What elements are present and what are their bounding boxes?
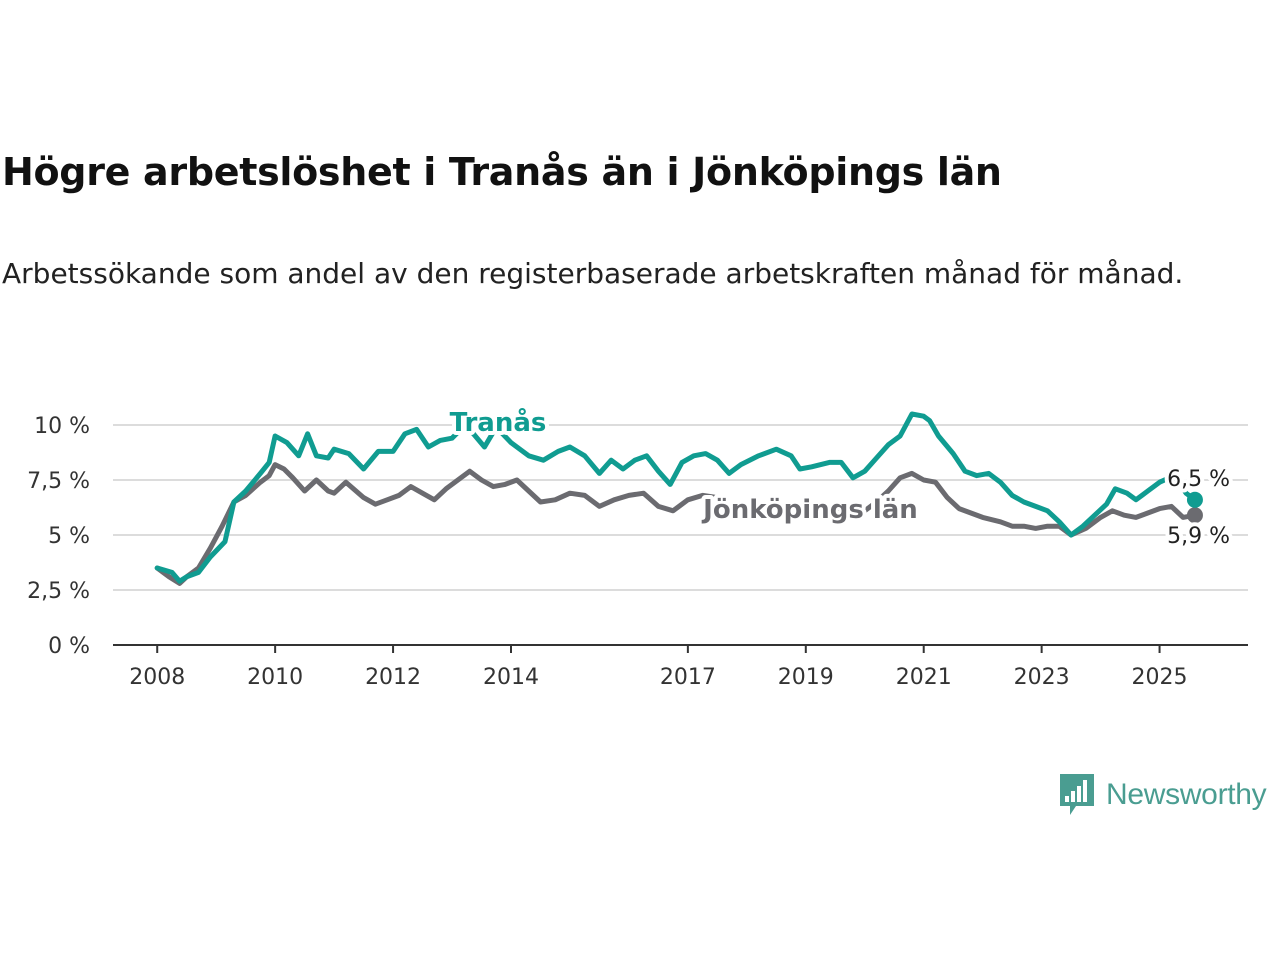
- end-value-jonkoping: 5,9 %: [1167, 524, 1230, 549]
- y-tick-label: 10 %: [34, 414, 90, 439]
- series-line-jonkoping: [154, 462, 1198, 586]
- x-tick-label: 2017: [660, 665, 716, 690]
- end-point-jonkoping: [1186, 507, 1203, 524]
- newsworthy-brand: Newsworthy: [1058, 772, 1267, 818]
- grid-lines: [113, 424, 1248, 591]
- series-line-tranas: [154, 411, 1198, 584]
- x-tick-label: 2008: [129, 665, 185, 690]
- y-tick-label: 7,5 %: [27, 469, 90, 494]
- x-tick-label: 2025: [1132, 665, 1188, 690]
- end-value-tranas: 6,5 %: [1167, 467, 1230, 492]
- y-tick-label: 2,5 %: [27, 579, 90, 604]
- x-tick-label: 2014: [483, 665, 539, 690]
- end-value-jonkoping-halo: 5,9 %: [1167, 524, 1230, 549]
- chart-subtitle: Arbetssökande som andel av den registerb…: [2, 257, 1184, 290]
- series-label-jonkoping-halo: Jönköpings län: [701, 495, 918, 525]
- end-value-tranas-halo: 6,5 %: [1167, 467, 1230, 492]
- bar-chart-speech-bubble-icon: [1060, 774, 1094, 815]
- chart-title: Högre arbetslöshet i Tranås än i Jönköpi…: [2, 150, 1002, 194]
- end-point-tranas: [1186, 491, 1203, 508]
- x-tick-label: 2021: [896, 665, 952, 690]
- series-label-jonkoping: Jönköpings län: [701, 495, 918, 525]
- x-tick-label: 2010: [247, 665, 303, 690]
- y-tick-label: 0 %: [48, 634, 90, 659]
- series-label-tranas-halo: Tranås: [450, 406, 547, 438]
- axes: 0 % 2,5 % 5 % 7,5 % 10 % 2008 2010 2012 2014 2017…: [27, 414, 1248, 690]
- brand-name: Newsworthy: [1106, 778, 1267, 811]
- x-tick-label: 2023: [1014, 665, 1070, 690]
- x-tick-label: 2019: [778, 665, 834, 690]
- x-tick-label: 2012: [365, 665, 421, 690]
- series-lines: [154, 411, 1203, 586]
- y-tick-label: 5 %: [48, 524, 90, 549]
- series-label-tranas: Tranås: [450, 406, 547, 438]
